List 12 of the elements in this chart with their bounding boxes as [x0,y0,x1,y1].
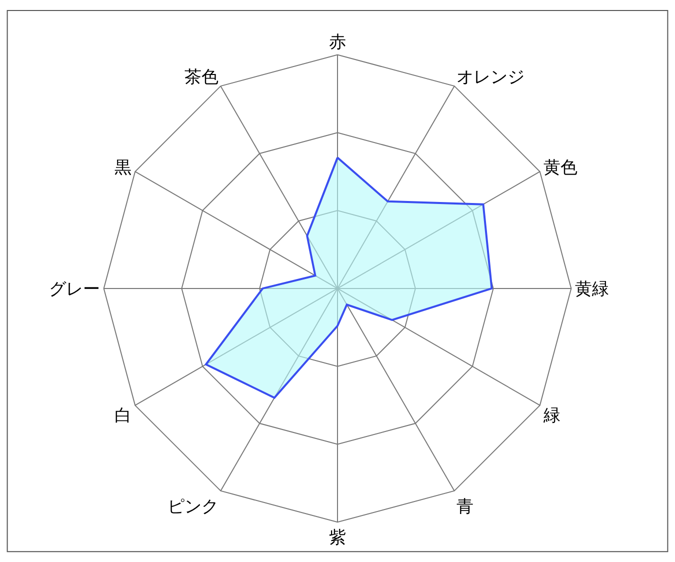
spoke-label: 緑 [542,406,560,426]
spoke-label: 茶色 [184,68,219,88]
spoke-label: 紫 [329,528,346,548]
spoke-label: 黄色 [543,158,578,178]
spoke-label: 赤 [329,32,346,52]
spoke-label: グレー [48,279,100,300]
spoke-label: 青 [456,496,474,517]
spoke-label: ピンク [168,496,219,517]
spoke-label: 黄緑 [575,279,610,300]
spoke-label: 白 [114,406,132,426]
spoke-label: オレンジ [456,68,524,88]
spoke-label: 黒 [114,158,132,178]
